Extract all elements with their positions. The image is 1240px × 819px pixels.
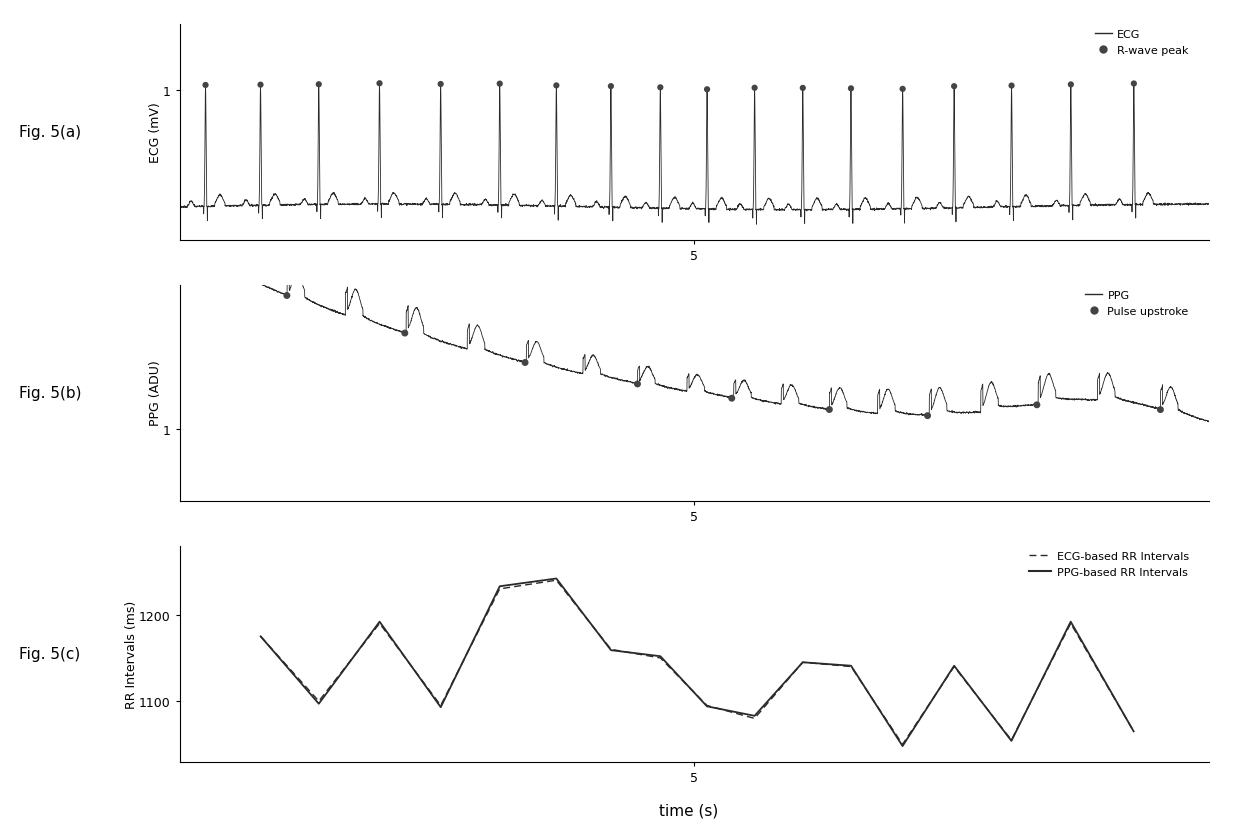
- Point: [1151, 404, 1171, 417]
- Point: [1002, 80, 1022, 93]
- Legend: PPG, Pulse upstroke: PPG, Pulse upstroke: [1081, 287, 1193, 321]
- Point: [627, 378, 647, 391]
- Point: [394, 327, 414, 340]
- Point: [697, 84, 717, 97]
- Point: [745, 82, 765, 95]
- Legend: ECG, R-wave peak: ECG, R-wave peak: [1090, 26, 1193, 61]
- Point: [792, 82, 812, 95]
- Point: [722, 392, 742, 405]
- Point: [309, 79, 329, 92]
- Point: [841, 83, 861, 96]
- Y-axis label: RR Intervals (ms): RR Intervals (ms): [125, 600, 138, 708]
- Point: [893, 84, 913, 97]
- Point: [370, 78, 389, 91]
- Point: [490, 78, 510, 91]
- Point: [944, 80, 963, 93]
- Point: [430, 79, 450, 92]
- Point: [250, 79, 270, 92]
- Y-axis label: ECG (mV): ECG (mV): [149, 102, 161, 163]
- Text: Fig. 5(c): Fig. 5(c): [19, 646, 79, 661]
- Text: time (s): time (s): [658, 803, 718, 818]
- Point: [820, 404, 839, 417]
- Legend: ECG-based RR Intervals, PPG-based RR Intervals: ECG-based RR Intervals, PPG-based RR Int…: [1024, 547, 1193, 581]
- Point: [547, 79, 567, 93]
- Point: [1027, 399, 1047, 412]
- Point: [651, 82, 671, 95]
- Y-axis label: PPG (ADU): PPG (ADU): [149, 360, 161, 426]
- Point: [1123, 78, 1143, 91]
- Point: [918, 410, 937, 423]
- Point: [1061, 79, 1081, 92]
- Text: Fig. 5(b): Fig. 5(b): [19, 386, 81, 400]
- Text: Fig. 5(a): Fig. 5(a): [19, 125, 81, 140]
- Point: [601, 80, 621, 93]
- Point: [196, 79, 216, 93]
- Point: [277, 290, 296, 303]
- Point: [515, 356, 534, 369]
